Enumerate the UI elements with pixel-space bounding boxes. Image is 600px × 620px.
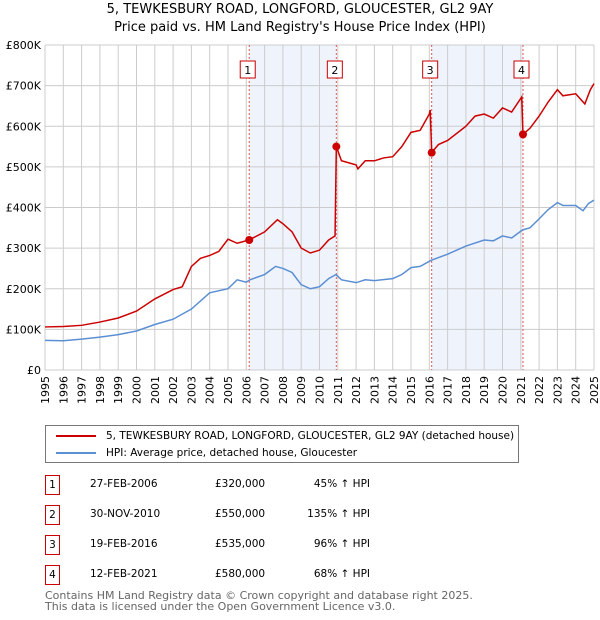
sale-row: 1 27-FEB-2006 £320,000 45% ↑ HPI [45, 475, 445, 495]
sale-number: 4 [45, 565, 60, 585]
y-tick-label: £500K [6, 161, 42, 174]
sale-date: 27-FEB-2006 [90, 478, 158, 490]
sale-hpi-diff: 135% ↑ HPI [307, 508, 370, 520]
sale-hpi-diff: 68% ↑ HPI [313, 568, 370, 580]
x-tick-label: 1997 [76, 376, 89, 404]
legend-label: 5, TEWKESBURY ROAD, LONGFORD, GLOUCESTER… [106, 430, 515, 442]
sale-number: 3 [45, 535, 60, 555]
x-tick-label: 2000 [131, 376, 144, 404]
sale-label: 4 [518, 64, 525, 77]
series-line [44, 199, 595, 342]
x-tick-label: 2003 [185, 376, 198, 404]
legend-item-hpi: HPI: Average price, detached house, Glou… [56, 445, 357, 461]
x-tick-label: 2007 [259, 376, 272, 404]
series-line [44, 83, 595, 328]
x-tick-label: 2013 [368, 376, 381, 404]
y-tick-label: £400K [6, 202, 42, 215]
x-tick-label: 2024 [570, 376, 583, 404]
sale-label-box [326, 60, 343, 79]
x-tick-label: 2025 [588, 376, 600, 404]
y-tick-label: £800K [6, 39, 42, 52]
x-tick-label: 2020 [497, 376, 510, 404]
x-tick-label: 1999 [112, 376, 125, 404]
x-tick-label: 1998 [94, 376, 107, 404]
legend-swatch [56, 452, 96, 454]
legend: 5, TEWKESBURY ROAD, LONGFORD, GLOUCESTER… [45, 425, 519, 463]
y-tick-label: £100K [6, 323, 42, 336]
sale-price: £550,000 [215, 508, 266, 520]
footer-licence: This data is licensed under the Open Gov… [45, 600, 396, 613]
y-tick-label: £200K [6, 283, 42, 296]
chart-subtitle: Price paid vs. HM Land Registry's House … [114, 20, 486, 35]
plot-area: 1995 1996 1997 1998 1999 2000 2001 2002 2003 2004… [6, 39, 600, 404]
sale-point [245, 236, 254, 244]
sale-label-box [239, 60, 256, 79]
sale-number: 2 [45, 505, 60, 525]
x-tick-label: 2022 [533, 376, 546, 404]
sale-row: 2 30-NOV-2010 £550,000 135% ↑ HPI [45, 505, 445, 525]
sale-date: 19-FEB-2016 [90, 538, 158, 550]
x-tick-label: 2021 [515, 376, 528, 404]
sale-date: 12-FEB-2021 [90, 568, 158, 580]
x-tick-label: 2002 [167, 376, 180, 404]
sale-price: £580,000 [215, 568, 266, 580]
x-tick-label: 2010 [314, 376, 327, 404]
x-tick-label: 2001 [149, 376, 162, 404]
sale-row: 4 12-FEB-2021 £580,000 68% ↑ HPI [45, 565, 445, 585]
sale-label: 3 [427, 64, 434, 77]
x-tick-label: 2014 [387, 376, 400, 404]
sale-price: £535,000 [215, 538, 266, 550]
x-tick-label: 2006 [240, 376, 253, 404]
y-tick-label: £0 [27, 364, 41, 377]
sale-number: 1 [45, 475, 60, 495]
x-tick-label: 2023 [551, 376, 564, 404]
x-tick-label: 2011 [332, 376, 345, 404]
x-tick-label: 2009 [295, 376, 308, 404]
sale-label-box [513, 60, 530, 79]
sale-point [332, 142, 341, 151]
x-tick-label: 2004 [204, 376, 217, 404]
legend-label: HPI: Average price, detached house, Glou… [106, 447, 358, 459]
x-tick-label: 1995 [39, 376, 52, 404]
x-tick-label: 1996 [57, 376, 70, 404]
x-tick-label: 2008 [277, 376, 290, 404]
y-tick-label: £700K [6, 80, 42, 93]
sale-point [518, 130, 527, 139]
y-tick-label: £600K [6, 120, 42, 133]
x-tick-label: 2017 [442, 376, 455, 404]
sale-date: 30-NOV-2010 [90, 508, 161, 520]
x-tick-label: 2019 [478, 376, 491, 404]
sale-label-box [422, 60, 439, 79]
x-tick-label: 2015 [405, 376, 418, 404]
y-tick-label: £300K [6, 242, 42, 255]
legend-swatch [56, 435, 96, 437]
sale-hpi-diff: 96% ↑ HPI [313, 538, 370, 550]
sale-row: 3 19-FEB-2016 £535,000 96% ↑ HPI [45, 535, 445, 555]
x-tick-label: 2018 [460, 376, 473, 404]
footer-copyright: Contains HM Land Registry data © Crown c… [45, 589, 473, 602]
sale-hpi-diff: 45% ↑ HPI [313, 478, 370, 490]
x-tick-label: 2016 [423, 376, 436, 404]
sale-price: £320,000 [215, 478, 266, 490]
sale-point [427, 148, 436, 157]
sale-label: 1 [244, 64, 251, 77]
chart-title: 5, TEWKESBURY ROAD, LONGFORD, GLOUCESTER… [106, 2, 494, 17]
x-tick-label: 2012 [350, 376, 363, 404]
sale-label: 2 [331, 64, 338, 77]
x-tick-label: 2005 [222, 376, 235, 404]
legend-item-property: 5, TEWKESBURY ROAD, LONGFORD, GLOUCESTER… [56, 428, 514, 444]
